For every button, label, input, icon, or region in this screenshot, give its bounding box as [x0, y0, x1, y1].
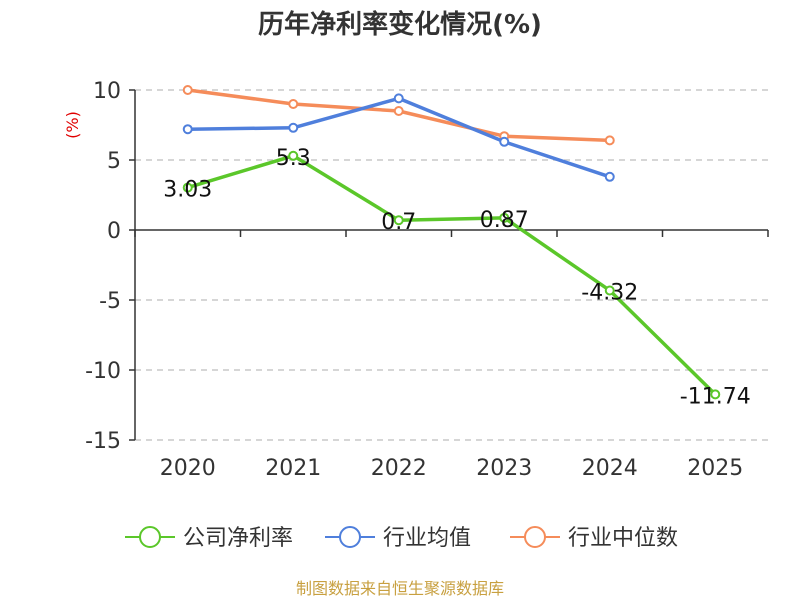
axes: 10 5 0 -5 -10 -15 2020 2021 2022 2023 2024 2025: [85, 79, 769, 481]
source-note: 制图数据来自恒生聚源数据库: [296, 579, 504, 598]
y-tick-label: -5: [99, 289, 121, 314]
y-tick-label: 5: [107, 149, 121, 174]
data-labels: 3.03 5.3 0.7 0.87 -4.32 -11.74: [163, 146, 750, 410]
data-point: [499, 136, 510, 147]
data-point: [182, 124, 193, 135]
x-tick-label: 2022: [371, 456, 427, 481]
data-label: -4.32: [581, 280, 638, 305]
y-tick-label: -15: [85, 429, 121, 454]
x-tick-label: 2025: [687, 456, 743, 481]
data-point: [393, 215, 404, 226]
data-label: 0.7: [381, 210, 416, 235]
legend-marker: [139, 526, 161, 548]
series-line: [187, 154, 717, 396]
legend-marker: [339, 526, 361, 548]
chart-title: 历年净利率变化情况(%): [258, 9, 542, 40]
data-point: [288, 150, 299, 161]
y-tick-label: -10: [85, 359, 121, 384]
data-point: [604, 171, 615, 182]
data-point: [710, 389, 721, 400]
x-tick-label: 2021: [265, 456, 321, 481]
grid-lines: [135, 89, 768, 441]
x-tick-label: 2023: [476, 456, 532, 481]
data-point: [393, 106, 404, 116]
series-lines: [182, 85, 721, 400]
data-point: [182, 182, 193, 193]
y-axis-label: (%): [63, 111, 82, 139]
data-label: -11.74: [680, 384, 751, 409]
data-point: [604, 135, 615, 146]
data-point: [288, 99, 299, 109]
data-label: 3.03: [163, 178, 212, 203]
data-point: [182, 85, 193, 95]
legend-label: 行业均值: [383, 526, 471, 551]
legend-label: 行业中位数: [568, 526, 678, 551]
data-point: [288, 122, 299, 133]
data-label: 0.87: [480, 208, 529, 233]
x-tick-label: 2020: [160, 456, 216, 481]
data-point: [393, 93, 404, 104]
y-tick-label: 0: [107, 219, 121, 244]
legend-marker: [524, 526, 546, 548]
legend-label: 公司净利率: [183, 526, 293, 551]
y-tick-label: 10: [93, 79, 121, 104]
x-tick-label: 2024: [582, 456, 638, 481]
legend: 公司净利率 行业均值 行业中位数: [125, 526, 678, 551]
data-point: [604, 285, 615, 296]
data-label: 5.3: [276, 146, 311, 171]
data-point: [499, 212, 510, 223]
